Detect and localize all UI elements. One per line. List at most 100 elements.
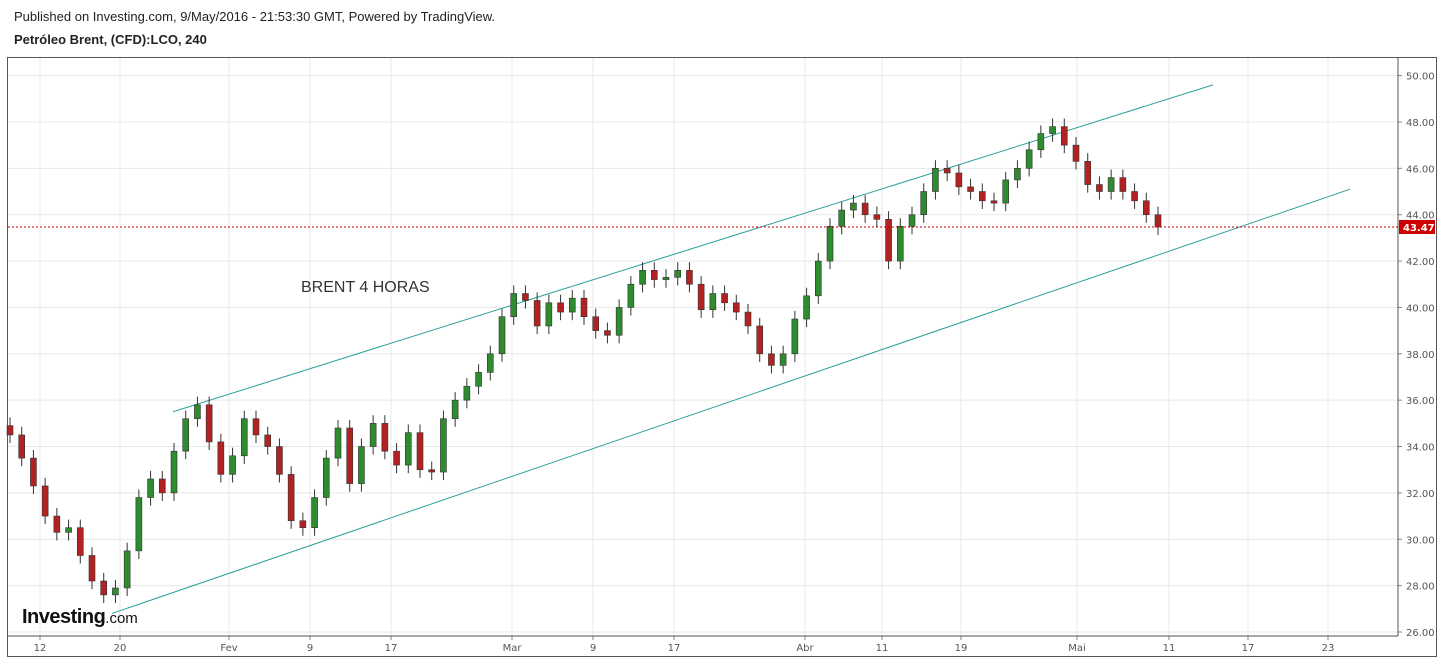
candle-body — [850, 202, 857, 211]
x-tick-label: Mar — [503, 643, 523, 654]
x-tick-label: 17 — [668, 643, 681, 654]
x-tick-label: 9 — [307, 643, 313, 654]
candle-body — [557, 302, 564, 313]
candle-body — [920, 191, 928, 215]
candle-body — [768, 353, 775, 366]
candle-body — [6, 425, 14, 436]
candle-body — [287, 474, 295, 522]
x-tick-label: 17 — [1242, 643, 1255, 654]
candle-body — [1025, 149, 1033, 169]
candle-body — [697, 283, 705, 311]
candle-body — [498, 316, 506, 355]
candle-body — [721, 293, 728, 304]
candle-body — [252, 418, 260, 436]
candle-body — [967, 186, 974, 192]
y-tick-label: 46.00 — [1406, 164, 1435, 175]
x-tick-label: 11 — [876, 643, 889, 654]
candle-body — [88, 555, 96, 582]
candle-body — [229, 455, 236, 475]
candle-body — [1096, 184, 1103, 192]
candle-body — [170, 450, 178, 494]
y-tick-label: 32.00 — [1406, 489, 1435, 500]
candle-body — [990, 200, 998, 204]
candle-body — [123, 550, 131, 589]
candle-body — [838, 209, 846, 227]
candle-body — [896, 225, 904, 262]
candle-body — [885, 219, 892, 262]
candle-body — [1014, 168, 1021, 181]
x-tick-label: 11 — [1163, 643, 1176, 654]
candle-body — [1107, 177, 1115, 192]
chart-annotation: BRENT 4 HORAS — [301, 279, 430, 296]
candle-body — [76, 527, 84, 556]
candle-body — [545, 302, 553, 327]
candle-body — [604, 330, 611, 336]
channel-upper-line — [172, 84, 1214, 413]
y-tick-label: 36.00 — [1406, 396, 1435, 407]
candle-body — [732, 302, 740, 313]
y-tick-label: 50.00 — [1406, 72, 1435, 83]
candle-body — [826, 225, 834, 262]
candle-body — [510, 293, 518, 318]
x-tick-label: 23 — [1322, 643, 1335, 654]
y-tick-label: 48.00 — [1406, 118, 1435, 129]
candle-body — [112, 587, 119, 596]
y-tick-label: 38.00 — [1406, 350, 1435, 361]
x-tick-label: Abr — [796, 643, 814, 654]
candle-body — [346, 427, 354, 484]
candle-body — [264, 434, 272, 447]
candle-body — [1049, 126, 1056, 134]
candle-body — [522, 293, 529, 301]
candle-body — [440, 418, 447, 473]
candle-body — [299, 520, 307, 528]
candle-body — [240, 418, 248, 457]
candle-body — [1037, 133, 1045, 151]
candle-body — [814, 260, 822, 297]
candle-body — [1002, 179, 1010, 204]
x-tick-label: 12 — [34, 643, 47, 654]
candle-body — [451, 399, 459, 420]
last-price-label: 43.47 — [1403, 223, 1435, 234]
candle-body — [639, 270, 646, 285]
candle-body — [182, 418, 190, 452]
y-tick-label: 26.00 — [1406, 628, 1435, 639]
candle-body — [147, 478, 154, 498]
candle-body — [1142, 200, 1150, 215]
x-tick-label: Fev — [220, 643, 237, 654]
candle-body — [861, 202, 869, 215]
candle-body — [803, 295, 810, 320]
x-tick-label: 9 — [590, 643, 596, 654]
chart-frame[interactable] — [7, 57, 1437, 657]
candle-body — [756, 325, 764, 355]
candle-body — [1154, 214, 1162, 228]
y-tick-label: 28.00 — [1406, 582, 1435, 593]
candle-body — [627, 283, 635, 308]
candle-body — [533, 300, 541, 327]
candle-body — [416, 432, 424, 471]
candle-body — [1119, 177, 1127, 192]
candle-body — [1072, 144, 1080, 162]
candle-body — [65, 527, 72, 533]
channel-lower-line — [111, 188, 1351, 614]
candle-body — [674, 270, 682, 278]
candle-body — [1084, 161, 1092, 185]
candle-body — [943, 168, 951, 174]
candle-body — [791, 318, 799, 355]
candle-body — [41, 485, 49, 517]
candle-body — [486, 353, 494, 373]
candle-body — [662, 276, 670, 280]
candle-body — [1131, 191, 1138, 202]
candle-body — [334, 427, 342, 459]
x-tick-label: 19 — [955, 643, 968, 654]
candle-body — [276, 446, 283, 475]
candle-body — [1060, 126, 1068, 146]
symbol-title: Petróleo Brent, (CFD):LCO, 240 — [14, 32, 207, 47]
last-price-badge — [1399, 219, 1435, 234]
candle-body — [381, 423, 389, 452]
candle-body — [18, 434, 26, 459]
candle-body — [463, 385, 471, 401]
candle-body — [908, 214, 916, 227]
candle-body — [615, 307, 623, 336]
candle-body — [217, 441, 225, 475]
